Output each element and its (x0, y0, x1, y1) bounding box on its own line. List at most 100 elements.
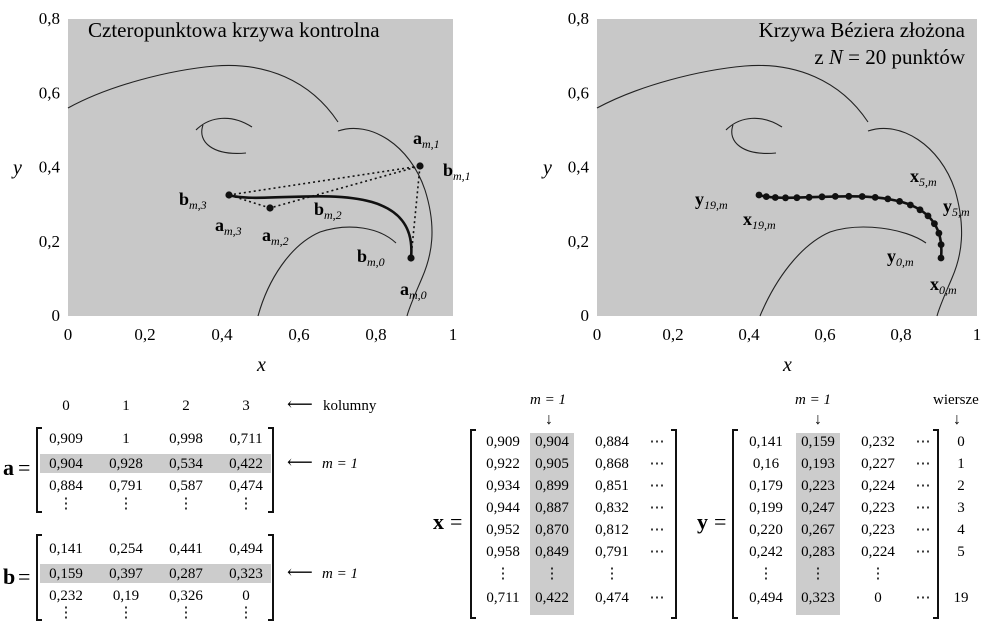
matrix-cell: 0,141 (749, 434, 783, 450)
matrix-cell: 0,904 (49, 456, 83, 472)
matrix-cell: ⋮ (59, 496, 74, 512)
right-eagle-outline (596, 64, 963, 317)
matrix-cell: 0,870 (535, 522, 569, 538)
right-plot: 0 0,2 0,4 0,6 0,8 1 0 0,2 0,4 0,6 0,8 Krzywa Bézi… (541, 9, 981, 376)
matrix-cell: 0,19 (113, 588, 139, 604)
label-a-m1: am,1 (413, 128, 440, 151)
x-tick-label: 1 (973, 325, 982, 344)
matrix-cell: 0,952 (486, 522, 520, 538)
label-y19: y19,m (695, 189, 728, 212)
y-tick-label: 0,6 (568, 83, 589, 102)
row-index: 0 (957, 434, 965, 450)
column-index: 0 (62, 398, 70, 414)
matrix-cell: 0,220 (749, 522, 783, 538)
matrix-b: b = 0,141 0,254 0,441 0,494 0,159 0,397 0,287 0… (3, 534, 358, 621)
matrix-y-left-bracket (732, 429, 738, 619)
column-index: 3 (242, 398, 250, 414)
matrix-cell: 0,159 (49, 566, 83, 582)
control-point (407, 254, 415, 262)
row-index: 5 (957, 544, 965, 560)
composite-point (771, 194, 779, 201)
label-b-m1: bm,1 (443, 160, 471, 183)
matrix-cell: 0,474 (229, 478, 263, 494)
matrix-b-symbol: b (3, 564, 15, 589)
matrix-cell: 0,534 (169, 456, 203, 472)
matrix-cell: ⋮ (59, 605, 74, 621)
bezier-curve (228, 193, 413, 259)
arrow-down-icon: ↓ (953, 411, 961, 428)
label-b-m0: bm,0 (357, 246, 385, 269)
matrix-a: 0 1 2 3 ⟵ kolumny a = 0,909 1 0,998 0,711 0,904… (3, 394, 377, 513)
right-point-labels: y19,m x19,m x5,m y5,m y0,m x0,m (695, 166, 970, 297)
matrix-cell: 0,323 (229, 566, 263, 582)
composite-point (937, 241, 945, 249)
label-a-m2: am,2 (262, 225, 289, 248)
label-y5: y5,m (943, 196, 970, 219)
x-tick-label: 0 (64, 325, 73, 344)
composite-point (793, 194, 801, 202)
matrix-y-equals: = (714, 509, 726, 534)
matrix-cell: ⋮ (179, 496, 194, 512)
matrix-cell: ⋯ (916, 544, 931, 560)
composite-point (858, 193, 866, 200)
matrix-b-equals: = (18, 564, 30, 589)
y-tick-label: 0,4 (39, 158, 61, 177)
matrix-cell: ⋮ (811, 566, 826, 582)
matrix-b-m-note: m = 1 (322, 566, 358, 582)
matrix-y-right-bracket (933, 429, 939, 619)
x-tick-label: 0,8 (890, 325, 911, 344)
left-plot-title: Czteropunktowa krzywa kontrolna (88, 18, 380, 42)
matrix-cell: 0,441 (169, 541, 203, 557)
matrix-x-m-note: m = 1 (530, 392, 566, 408)
x-tick-label: 0,2 (134, 325, 155, 344)
composite-point (907, 201, 914, 209)
matrix-cell: 0,224 (861, 544, 895, 560)
x-tick-label: 0 (593, 325, 602, 344)
label-x0: x0,m (930, 274, 957, 297)
left-point-labels: am,1 bm,1 bm,3 am,3 bm,2 am,2 bm,0 am,0 (179, 128, 471, 302)
matrix-cell: 0,254 (109, 541, 143, 557)
x-tick-label: 0,6 (288, 325, 309, 344)
control-point (416, 162, 424, 170)
matrix-cell: 0,494 (749, 590, 783, 606)
matrix-a-right-bracket (268, 427, 274, 513)
label-y0: y0,m (887, 246, 914, 269)
matrix-a-m-note: m = 1 (322, 456, 358, 472)
matrix-cell: 0,323 (801, 590, 835, 606)
matrix-cell: 0,326 (169, 588, 203, 604)
matrix-b-highlight-row (40, 564, 271, 583)
matrix-cell: 0,791 (595, 544, 629, 560)
matrix-y-symbol: y (697, 509, 708, 534)
matrix-a-highlight-row (40, 454, 271, 473)
matrix-cell: 0,791 (109, 478, 143, 494)
arrow-down-icon: ↓ (814, 411, 822, 428)
matrix-cell: 0,397 (109, 566, 143, 582)
column-index: 2 (182, 398, 190, 414)
row-index: 4 (957, 522, 965, 538)
matrix-cell: 0,944 (486, 500, 520, 516)
matrix-b-right-bracket (268, 534, 274, 621)
matrix-cell: 0,267 (801, 522, 835, 538)
composite-point (896, 198, 903, 205)
matrix-cell: ⋯ (916, 478, 931, 494)
control-point (266, 204, 274, 212)
left-y-axis-label: y (11, 157, 22, 179)
rows-note: wiersze (933, 392, 979, 408)
right-x-axis-label: x (782, 354, 792, 376)
composite-point (782, 194, 789, 202)
y-tick-label: 0 (581, 306, 590, 325)
y-tick-label: 0,8 (39, 9, 60, 28)
label-b-m3: bm,3 (179, 189, 207, 212)
label-b-m2: bm,2 (314, 199, 342, 222)
matrix-cell: 0,224 (861, 478, 895, 494)
matrix-cell: ⋯ (916, 522, 931, 538)
matrix-cell: ⋮ (179, 605, 194, 621)
matrix-cell: 0,899 (535, 478, 569, 494)
label-a-m3: am,3 (215, 215, 242, 238)
matrix-cell: ⋯ (650, 590, 665, 606)
matrix-x-right-bracket (671, 429, 677, 619)
row-index: 2 (957, 478, 965, 494)
matrix-cell: 0,227 (861, 456, 895, 472)
matrix-a-equals: = (18, 455, 30, 480)
composite-point (805, 193, 813, 201)
